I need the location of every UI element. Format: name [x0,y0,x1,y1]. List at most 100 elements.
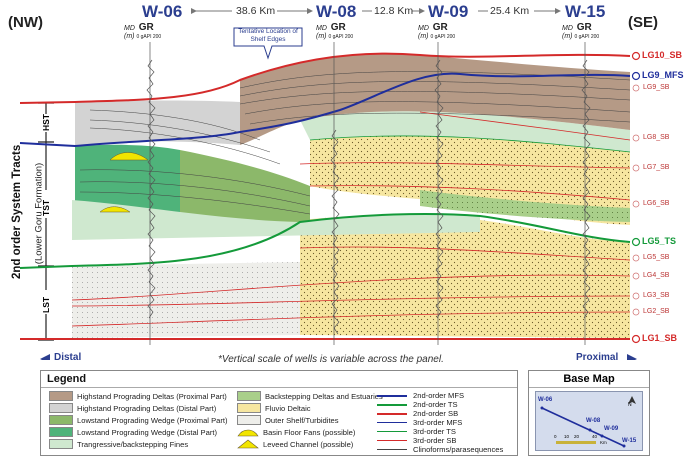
label-lg1-sb: LG1_SB [642,333,678,343]
legend-line-item: Clinoforms/parasequences [377,445,503,454]
label-lg10-sb: LG10_SB [642,50,683,60]
basin-floor-fan-icon [237,429,259,437]
legend-item: Fluvio Deltaic [237,403,311,413]
gr-scale: 0 gAPI 200 [430,34,456,40]
legend-item: Lowstand Prograding Wedge (Proximal Part… [49,415,228,425]
shelf-edge-callout: Tentative Location of Shelf Edges [238,28,298,43]
label-lg7-sb: LG7_SB [643,164,670,171]
legend-swatch [237,415,261,425]
label-lg3-sb: LG3_SB [643,292,670,299]
legend-label: Fluvio Deltaic [265,403,311,413]
legend-item: Leveed Channel (possible) [237,439,353,449]
label-lg2-sb: LG2_SB [643,308,670,315]
label-lg9-sb: LG9_SB [643,84,670,91]
label-lg6-sb: LG6_SB [643,200,670,207]
legend-line-item: 3rd-order TS [377,427,456,436]
legend-line-swatch [377,403,407,406]
legend-label: 3rd-order MFS [413,418,463,427]
label-lg5-sb: LG5_SB [643,254,670,261]
legend-label: Backstepping Deltas and Estuaries [265,391,383,401]
gr-scale: 0 gAPI 200 [328,34,354,40]
north-label: N [628,402,632,408]
scale-tick: 40 [592,434,598,439]
legend-label: 3rd-order TS [413,427,456,436]
basin-floor-fan [99,206,131,213]
facies-highstand-distal [75,100,240,146]
distance-arrows [191,8,561,14]
facies-lowstand-wedge-proximal [180,150,310,232]
legend-title: Legend [47,373,87,385]
md-unit: (m) [562,33,573,40]
third-order-surfaces [71,111,631,327]
gr-scale: 0 gAPI 200 [136,34,162,40]
legend-label: 3rd-order SB [413,436,457,445]
gr-scale: 0 gAPI 200 [574,34,600,40]
leveed-channel-icon [237,439,259,449]
legend-line-item: 2nd-order SB [377,409,458,418]
md-label: MD [418,25,429,32]
legend-swatch [49,391,73,401]
distance-w09-w15: 25.4 Km [490,5,530,17]
well-logs [146,42,591,345]
base-map-area: N W-06 W-08 W-09 W-15 0 10 20 40 Km [535,391,643,451]
legend-label: Leveed Channel (possible) [263,439,354,449]
basin-floor-fan [109,152,149,161]
distance-w08-w09: 12.8 Km [374,5,414,17]
scale-tick: 0 [554,434,557,439]
label-lg5-ts: LG5_TS [642,236,677,246]
legend-swatch [237,403,261,413]
surface-lg10-sb [19,52,631,104]
md-label: MD [316,25,327,32]
legend-swatch [49,439,73,449]
distance-w06-w08: 38.6 Km [236,5,276,17]
gr-label: GR [432,22,448,33]
label-lg8-sb: LG8_SB [643,134,670,141]
legend-line-swatch [377,412,407,415]
base-map-well-w08: W-08 [586,418,601,424]
w09-md-gr: MD GR (m) 0 gAPI 200 [418,22,456,41]
legend-line-swatch [377,422,407,423]
distal-label: Distal [54,352,82,363]
legend-item: Basin Floor Fans (possible) [237,427,355,437]
well-w06-title: W-06 [142,2,183,21]
legend-line-swatch [377,431,407,432]
gr-label: GR [330,22,346,33]
shelf-edge-callout-shape [233,27,303,60]
clinoforms [79,71,631,215]
legend-item: Lowstand Prograding Wedge (Distal Part) [49,427,217,437]
well-w09-title: W-09 [428,2,469,21]
surface-lg9-mfs [19,72,631,148]
legend-label: Highstand Prograding Deltas (Proximal Pa… [77,391,227,401]
legend-label: Basin Floor Fans (possible) [263,427,356,437]
legend-item: Highstand Prograding Deltas (Distal Part… [49,403,216,413]
legend-label: 2nd-order MFS [413,391,465,400]
facies-backstepping-deltas [420,190,630,222]
md-unit: (m) [418,33,429,40]
legend-label: 2nd-order TS [413,400,458,409]
legend-item: Outer Shelf/Turbidites [237,415,339,425]
legend-label: 2nd-order SB [413,409,459,418]
surface-markers [631,51,641,344]
md-label: MD [124,25,135,32]
facies-fluvio-deltaic-upper [310,135,630,225]
legend-label: Highstand Prograding Deltas (Distal Part… [77,403,217,413]
w15-md-gr: MD GR (m) 0 gAPI 200 [562,23,600,41]
gr-label: GR [138,22,154,33]
scale-bar [556,441,596,444]
legend-line-item: 3rd-order SB [377,436,456,445]
distal-arrow-icon [40,354,50,360]
base-map-well-w06: W-06 [538,397,553,403]
legend-item: Trangressive/backstepping Fines [49,439,188,449]
base-map-title: Base Map [563,373,615,385]
well-w15-title: W-15 [565,2,606,21]
w08-md-gr: MD GR (m) 0 gAPI 200 [316,22,354,41]
nw-label: (NW) [8,14,43,31]
w06-md-gr: MD GR (m) 0 gAPI 200 [124,22,162,41]
legend-line-item: 3rd-order MFS [377,418,462,427]
north-arrow-icon [628,396,636,404]
md-unit: (m) [316,33,327,40]
well-w08-title: W-08 [316,2,357,21]
legend-label: Lowstand Prograding Wedge (Distal Part) [77,427,217,437]
legend-line-item: 2nd-order MFS [377,391,464,400]
cross-section-panel [19,42,641,360]
